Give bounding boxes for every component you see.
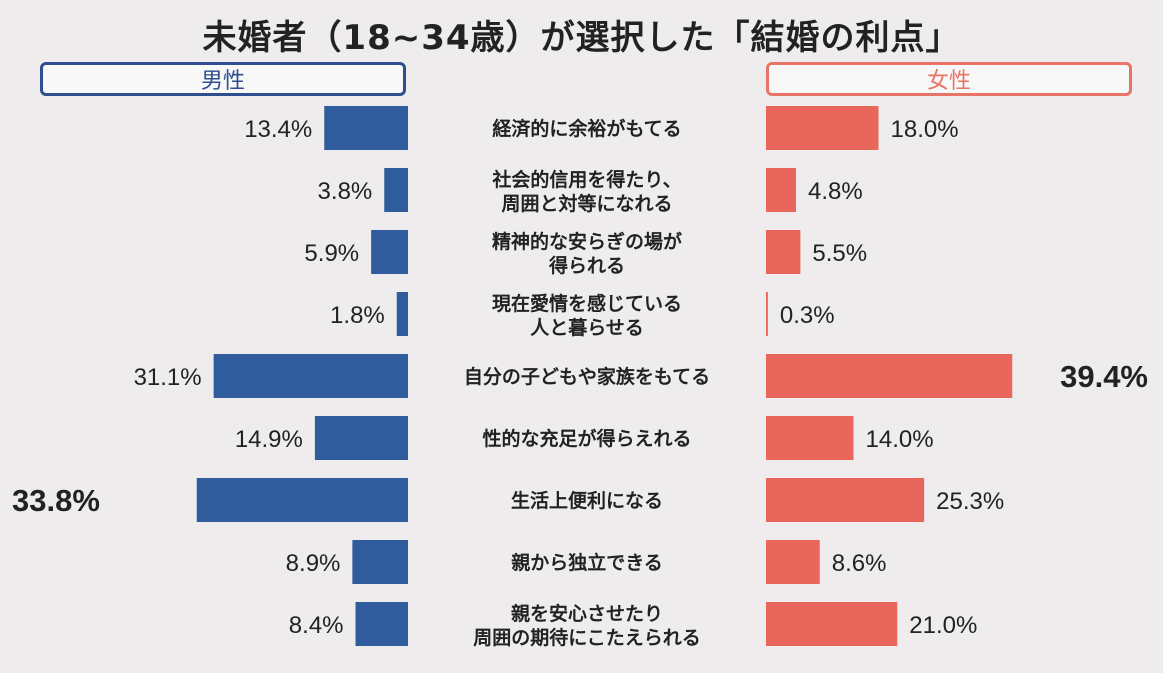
category-label: 得られる	[548, 254, 625, 277]
category-label: 社会的信用を得たり、	[491, 168, 681, 191]
bar-male	[213, 354, 408, 398]
bar-male	[324, 106, 408, 150]
value-label-male: 3.8%	[318, 178, 373, 205]
value-label-male: 33.8%	[12, 483, 100, 518]
bar-female	[766, 292, 768, 336]
category-label: 現在愛情を感じている	[492, 292, 682, 315]
value-label-male: 8.9%	[286, 550, 341, 577]
category-label: 経済的に余裕がもてる	[492, 117, 681, 140]
value-label-female: 4.8%	[808, 178, 863, 205]
category-label: 生活上便利になる	[511, 489, 663, 512]
bar-female	[766, 354, 1013, 398]
category-label: 人と暮らせる	[530, 317, 644, 339]
category-label: 親を安心させたり	[511, 602, 663, 625]
value-label-male: 8.4%	[289, 612, 344, 639]
value-label-female: 0.3%	[780, 302, 835, 329]
category-label: 精神的な安らぎの場が	[492, 230, 682, 253]
value-label-male: 31.1%	[134, 364, 202, 391]
bar-male	[371, 230, 408, 274]
value-label-female: 25.3%	[936, 488, 1004, 515]
value-label-female: 5.5%	[812, 240, 867, 267]
category-label: 自分の子どもや家族をもてる	[464, 365, 710, 388]
value-label-female: 39.4%	[1060, 359, 1148, 394]
bar-female	[766, 540, 820, 584]
category-label: 周囲と対等になれる	[501, 192, 672, 215]
bar-male	[352, 540, 408, 584]
bar-male	[355, 602, 408, 646]
category-label: 親から独立できる	[511, 551, 663, 574]
value-label-male: 14.9%	[235, 426, 303, 453]
bar-female	[766, 168, 796, 212]
value-label-female: 21.0%	[909, 612, 977, 639]
bar-female	[766, 602, 898, 646]
legend-female: 女性	[766, 62, 1132, 96]
value-label-female: 18.0%	[891, 116, 959, 143]
bar-male	[384, 168, 408, 212]
legend-male: 男性	[40, 62, 406, 96]
value-label-female: 14.0%	[866, 426, 934, 453]
bar-male	[314, 416, 408, 460]
bar-female	[766, 478, 925, 522]
bar-female	[766, 106, 879, 150]
chart-title: 未婚者（18~34歳）が選択した「結婚の利点」	[202, 18, 961, 58]
category-label: 周囲の期待にこたえられる	[473, 626, 701, 649]
value-label-male: 1.8%	[330, 302, 385, 329]
bar-female	[766, 230, 801, 274]
bar-male	[396, 292, 408, 336]
bar-male	[196, 478, 408, 522]
category-label: 性的な充足が得らえれる	[482, 427, 691, 450]
value-label-male: 13.4%	[244, 116, 312, 143]
value-label-male: 5.9%	[304, 240, 359, 267]
bar-female	[766, 416, 854, 460]
value-label-female: 8.6%	[832, 550, 887, 577]
